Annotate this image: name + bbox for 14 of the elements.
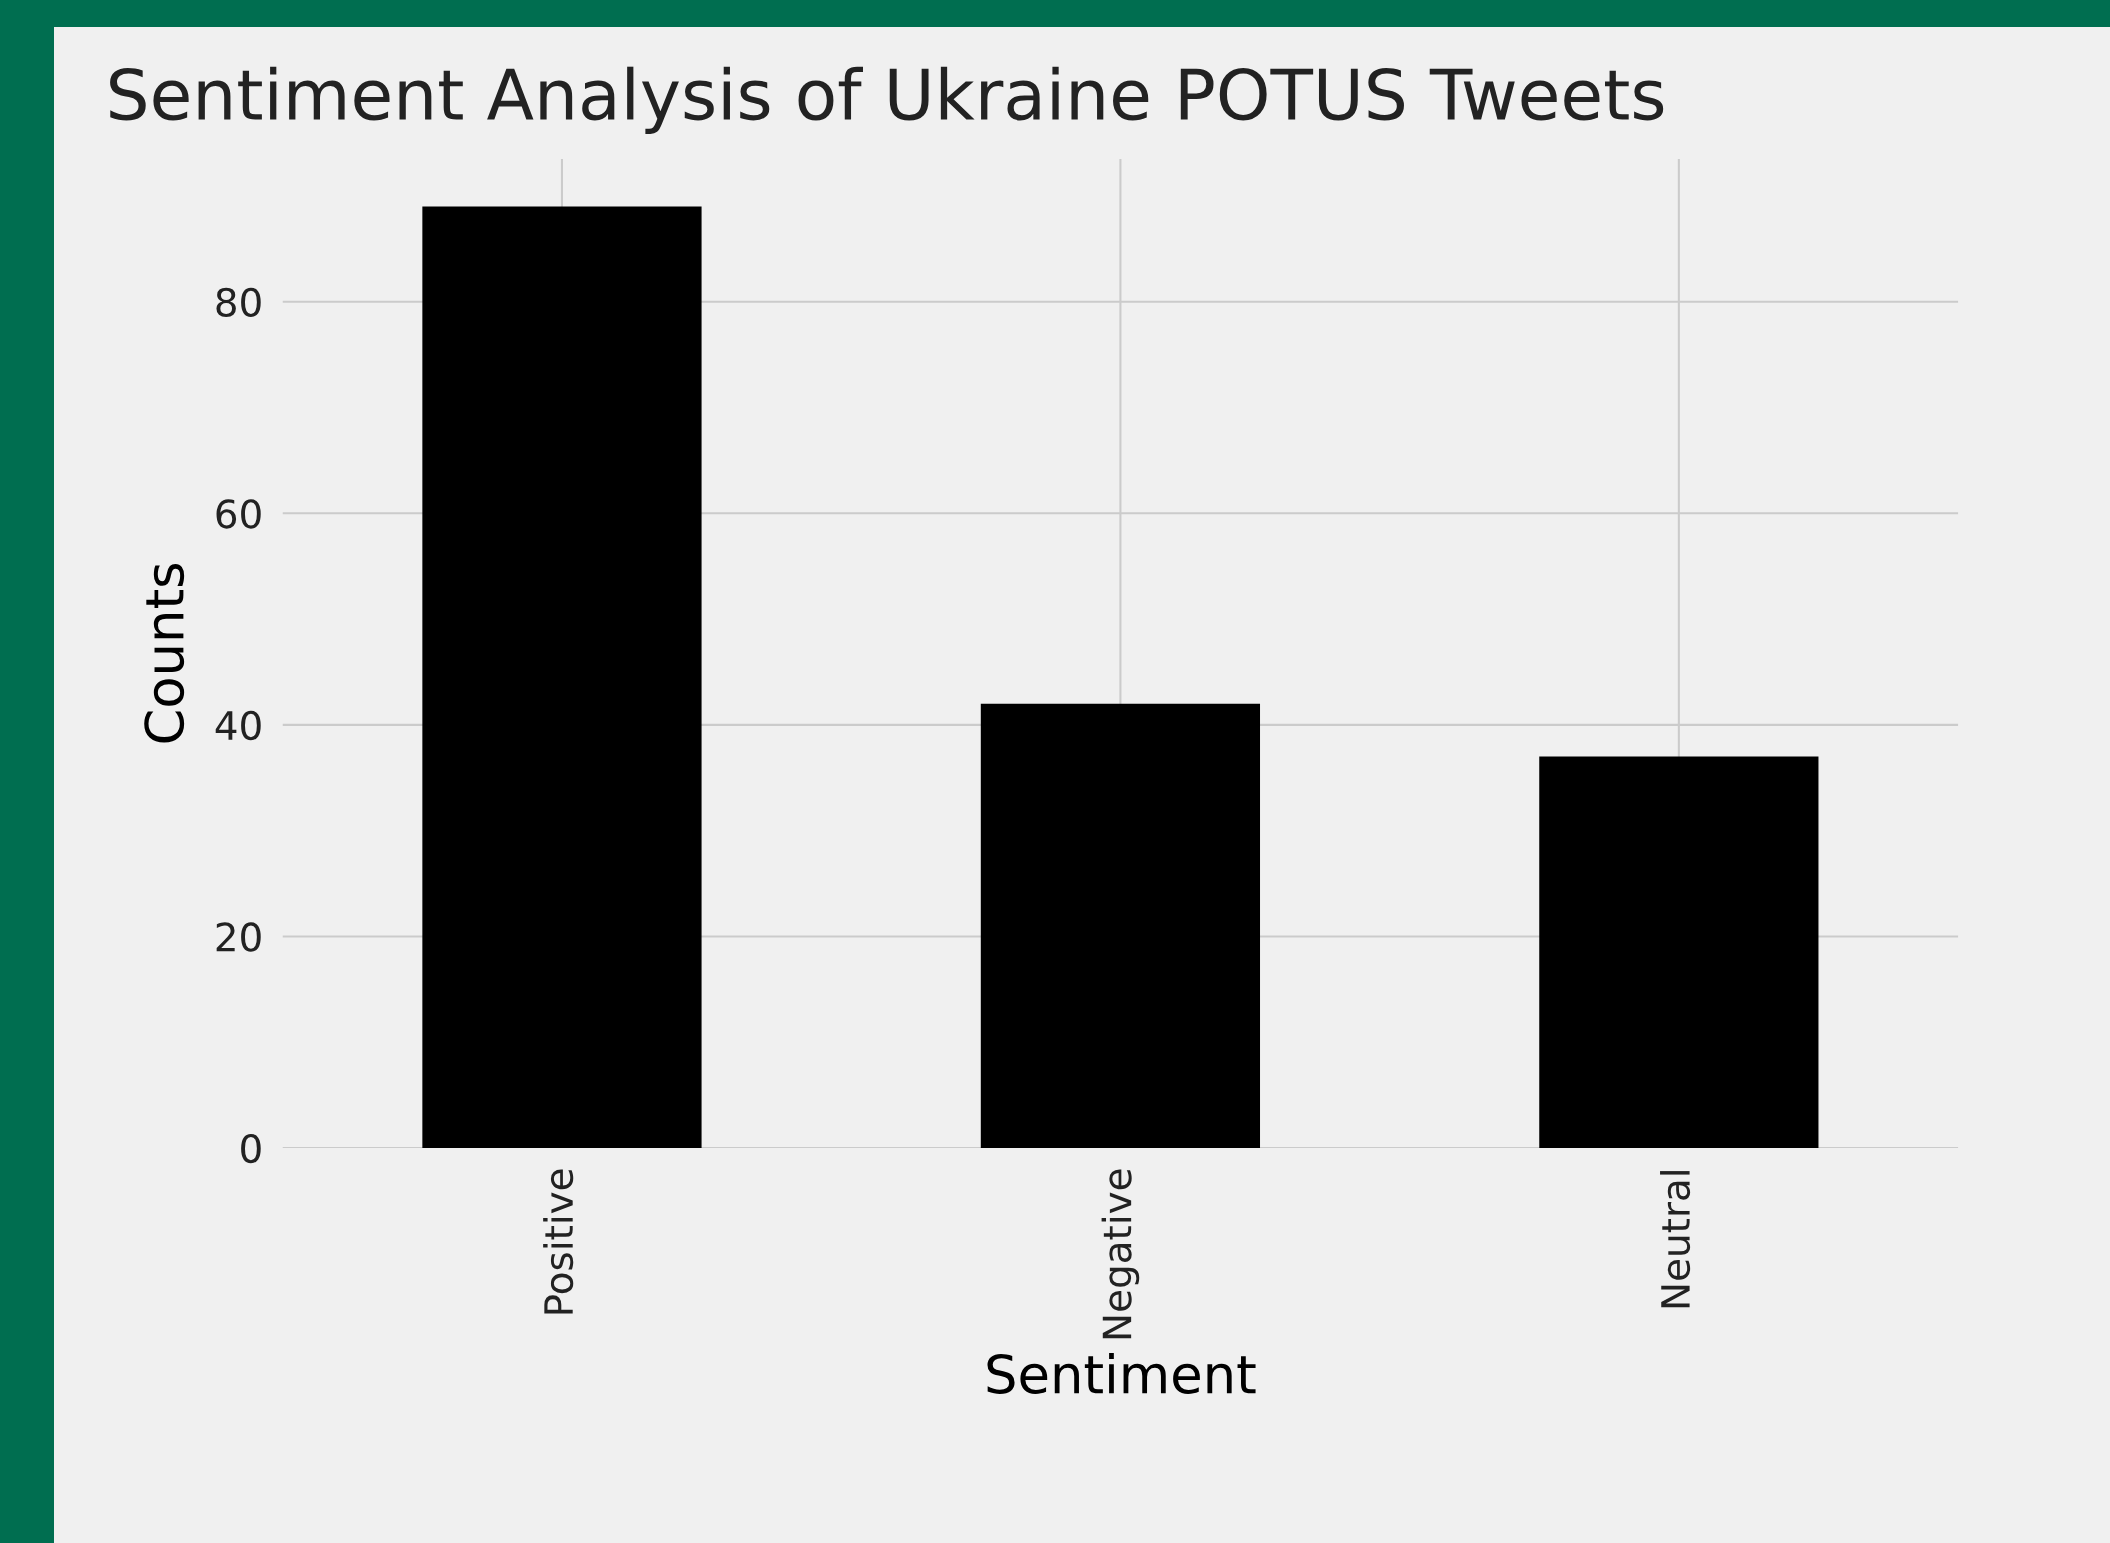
y-axis-title: Counts: [144, 563, 185, 743]
x-axis-title: Sentiment: [987, 1353, 1256, 1394]
y-tick-label: 40: [215, 710, 261, 741]
bar: [422, 206, 702, 1148]
bar: [1539, 756, 1819, 1148]
chart-title: Sentiment Analysis of Ukraine POTUS Tweets: [110, 66, 1664, 134]
y-tick-label: 80: [216, 287, 261, 318]
y-tick-label: 20: [216, 922, 261, 952]
x-tick-label: Negative: [1101, 1169, 1140, 1339]
x-tick-label: Positive: [543, 1169, 574, 1314]
x-tick-label: Neutral: [1660, 1171, 1691, 1308]
y-tick-label: 0: [241, 1133, 261, 1164]
y-tick-label: 60: [216, 499, 261, 529]
bar: [980, 703, 1261, 1148]
